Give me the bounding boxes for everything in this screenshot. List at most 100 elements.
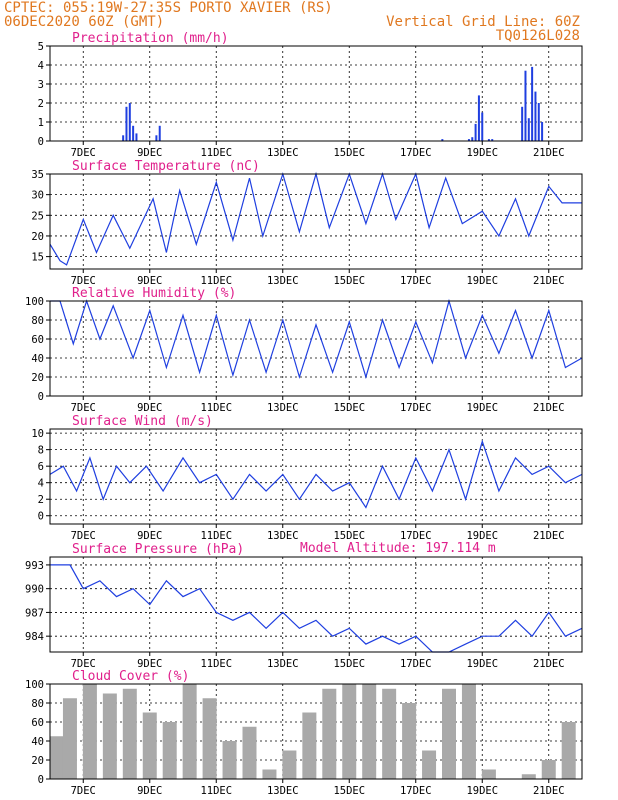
header-model: TQ0126L028 xyxy=(496,28,580,44)
x-tick-label: 21DEC xyxy=(533,275,565,287)
bar xyxy=(474,123,477,141)
panel-frame xyxy=(49,300,583,397)
bar xyxy=(302,712,317,779)
y-tick-label: 993 xyxy=(25,560,44,572)
x-tick-label: 15DEC xyxy=(333,402,365,414)
bar xyxy=(158,125,161,141)
bar xyxy=(282,750,297,779)
bar xyxy=(422,750,437,779)
bar xyxy=(102,693,117,779)
x-tick-label: 15DEC xyxy=(333,785,365,797)
x-tick-label: 7DEC xyxy=(71,147,96,159)
panel-frame xyxy=(49,173,583,270)
panel-title: Precipitation (mm/h) xyxy=(72,31,229,46)
y-tick-label: 984 xyxy=(25,631,44,643)
panel-2: Relative Humidity (%) 0 20 40 60 80 100 7DEC 9DE… xyxy=(25,286,583,414)
y-tick-label: 4 xyxy=(38,60,44,72)
x-tick-label: 11DEC xyxy=(200,147,232,159)
bar xyxy=(527,118,530,141)
panel-5: Cloud Cover (%) 0 20 40 60 80 100 7DEC 9DEC 11DEC… xyxy=(25,669,583,797)
header-grid-info: Vertical Grid Line: 60Z xyxy=(386,14,580,30)
x-tick-label: 19DEC xyxy=(466,530,498,542)
y-tick-label: 60 xyxy=(31,334,44,346)
panel-frame xyxy=(49,683,583,780)
series-line xyxy=(50,298,583,380)
x-tick-label: 13DEC xyxy=(267,785,299,797)
panel-1: Surface Temperature (nC) 15 20 25 30 35 7DEC 9D… xyxy=(31,159,583,287)
bar xyxy=(537,103,540,141)
bar xyxy=(162,722,177,779)
y-tick-label: 6 xyxy=(38,461,44,473)
bar xyxy=(541,760,556,779)
bar xyxy=(471,137,474,141)
bar xyxy=(62,698,77,779)
panel-3: Surface Wind (m/s) 0 2 4 6 8 10 7DEC 9DEC 11DEC 13… xyxy=(31,414,583,542)
x-tick-label: 15DEC xyxy=(333,658,365,670)
panel-frame xyxy=(49,428,583,525)
bar xyxy=(182,684,197,779)
bar xyxy=(125,106,128,141)
x-tick-label: 21DEC xyxy=(533,785,565,797)
x-tick-label: 11DEC xyxy=(200,785,232,797)
bar xyxy=(561,722,576,779)
x-tick-label: 17DEC xyxy=(400,402,432,414)
bar xyxy=(222,741,237,779)
bar xyxy=(521,774,536,779)
bar xyxy=(155,135,158,141)
bar xyxy=(49,736,64,779)
x-tick-label: 13DEC xyxy=(267,147,299,159)
x-tick-label: 9DEC xyxy=(137,658,162,670)
x-tick-label: 17DEC xyxy=(400,275,432,287)
bar xyxy=(322,688,337,779)
bar xyxy=(82,684,97,779)
y-tick-label: 25 xyxy=(31,210,44,222)
bar xyxy=(541,122,544,141)
y-tick-label: 100 xyxy=(25,679,44,691)
x-tick-label: 7DEC xyxy=(71,402,96,414)
bar xyxy=(382,688,397,779)
y-tick-label: 20 xyxy=(31,231,44,243)
x-tick-label: 9DEC xyxy=(137,275,162,287)
panel-frame xyxy=(49,556,583,653)
x-tick-label: 21DEC xyxy=(533,402,565,414)
y-tick-label: 3 xyxy=(38,79,44,91)
bar xyxy=(132,125,135,141)
bar xyxy=(487,139,490,141)
x-tick-label: 9DEC xyxy=(137,147,162,159)
panel-0: Precipitation (mm/h) 0 1 2 3 4 5 7DEC 9DEC 11DEC 1… xyxy=(38,31,583,159)
x-tick-label: 15DEC xyxy=(333,530,365,542)
y-tick-label: 40 xyxy=(31,353,44,365)
bar xyxy=(524,70,527,141)
x-tick-label: 19DEC xyxy=(466,402,498,414)
bar xyxy=(262,769,277,779)
header-location: CPTEC: 055:19W-27:35S PORTO XAVIER (RS) xyxy=(4,0,333,16)
x-tick-label: 15DEC xyxy=(333,275,365,287)
x-tick-label: 7DEC xyxy=(71,658,96,670)
panel-4: Surface Pressure (hPa) 984 987 990 993 7DEC 9D… xyxy=(25,542,583,670)
bar xyxy=(481,769,496,779)
bar xyxy=(202,698,217,779)
x-tick-label: 19DEC xyxy=(466,785,498,797)
bar xyxy=(477,95,480,141)
y-tick-label: 5 xyxy=(38,41,44,53)
x-tick-label: 7DEC xyxy=(71,785,96,797)
x-tick-label: 21DEC xyxy=(533,658,565,670)
bar xyxy=(521,106,524,141)
series-line xyxy=(50,564,583,653)
y-tick-label: 2 xyxy=(38,494,44,506)
y-tick-label: 990 xyxy=(25,584,44,596)
x-tick-label: 17DEC xyxy=(400,530,432,542)
x-tick-label: 15DEC xyxy=(333,147,365,159)
y-tick-label: 15 xyxy=(31,252,44,264)
bar xyxy=(481,112,484,141)
y-tick-label: 80 xyxy=(31,698,44,710)
y-tick-label: 0 xyxy=(38,511,44,523)
x-tick-label: 13DEC xyxy=(267,275,299,287)
x-tick-label: 11DEC xyxy=(200,402,232,414)
bar xyxy=(442,688,456,779)
y-tick-label: 10 xyxy=(31,428,44,440)
y-tick-label: 100 xyxy=(25,296,44,308)
bar xyxy=(122,688,137,779)
y-tick-label: 35 xyxy=(31,169,44,181)
